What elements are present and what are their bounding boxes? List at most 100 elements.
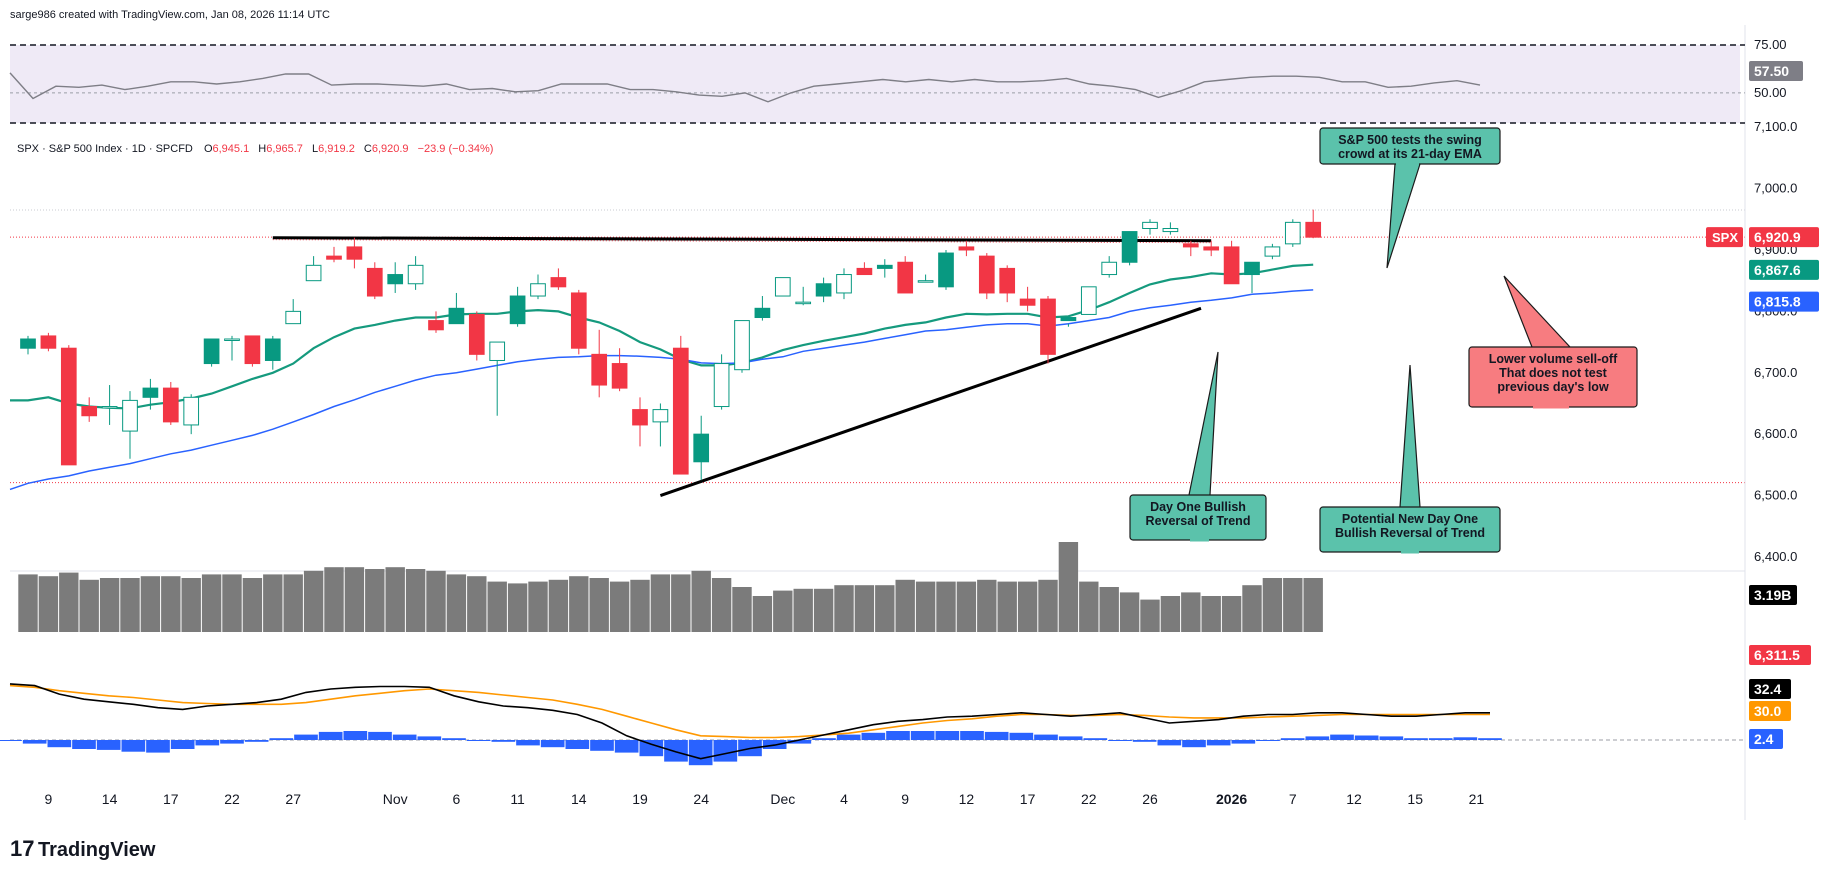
time-tick-label: 9 <box>45 791 53 807</box>
candle-body <box>1019 298 1036 306</box>
candle-body <box>795 301 812 305</box>
volume-bar <box>569 576 589 632</box>
volume-bar <box>1181 592 1201 632</box>
candle-body <box>672 347 689 475</box>
macd-histogram-bar <box>442 738 466 740</box>
time-tick-label: Nov <box>383 791 408 807</box>
macd-histogram-bar <box>565 740 590 749</box>
macd-histogram-bar <box>1280 738 1305 740</box>
price-tag: 6,867.6 <box>1749 259 1819 280</box>
candle-body <box>326 255 342 260</box>
price-tag-value: 30.0 <box>1754 703 1781 719</box>
volume-bar <box>752 596 773 632</box>
candle-body <box>591 353 608 386</box>
volume-bar <box>18 574 38 632</box>
close-prefix: C <box>364 143 372 155</box>
candle-body <box>60 347 77 466</box>
volume-bar <box>487 581 507 632</box>
volume-bar <box>650 574 671 632</box>
volume-bar <box>201 574 222 632</box>
macd-histogram-bar <box>1330 734 1354 740</box>
volume-bar <box>630 579 650 632</box>
candle-body <box>81 406 98 417</box>
volume-bar <box>181 578 201 632</box>
price-tick-label: 6,600.0 <box>1754 426 1797 441</box>
price-tick-label: 7,100.0 <box>1754 119 1797 134</box>
price-tick-label: 6,400.0 <box>1754 549 1797 564</box>
volume-bar <box>895 579 915 632</box>
volume-bar <box>875 585 895 632</box>
candles <box>20 209 1322 481</box>
candle-body <box>836 274 852 294</box>
logo-mark-icon: 17 <box>10 836 34 861</box>
price-tag: 2.4 <box>1749 729 1783 749</box>
time-axis[interactable]: 9 14 17 22 27 Nov 6 11 14 19 24 Dec 4 9 12 17 22 26 2026 7 1… <box>45 791 1485 807</box>
macd-histogram-bar <box>491 740 516 742</box>
volume-bar <box>1119 592 1140 632</box>
candle-body <box>958 246 975 251</box>
volume-bar <box>1058 542 1079 632</box>
candle-body <box>611 363 628 389</box>
volume-bar <box>324 567 344 632</box>
macd-histogram-bar <box>1034 734 1058 740</box>
candle-body <box>693 433 710 463</box>
candle-body <box>1162 228 1179 233</box>
macd-histogram-bar <box>664 740 688 762</box>
volume-bar <box>38 576 59 632</box>
macd-histogram-bar <box>1182 740 1206 748</box>
resistance-trendline <box>272 236 1212 243</box>
volume-bar <box>120 578 140 632</box>
candle-body <box>876 264 893 269</box>
candle-body <box>1101 261 1118 276</box>
candle-body <box>652 409 669 423</box>
price-tag-value: 57.50 <box>1754 63 1789 79</box>
volume-bar <box>854 585 875 632</box>
volume-bar <box>915 581 936 632</box>
callout-spx-tests-pointer <box>1386 163 1421 269</box>
candle-body <box>346 246 363 260</box>
candle-body <box>897 261 914 294</box>
time-tick-label: 12 <box>959 791 975 807</box>
price-tag-value: 6,815.8 <box>1754 294 1801 310</box>
price-tag: 32.4 <box>1749 679 1791 699</box>
candle-body <box>224 338 240 341</box>
volume-bar <box>834 585 854 632</box>
volume-bar <box>59 572 79 632</box>
spx-symbol-tag: SPX <box>1706 227 1743 248</box>
macd-histogram-bar <box>910 731 935 740</box>
volume-bar <box>344 567 365 632</box>
volume-bar <box>242 578 263 632</box>
macd-histogram-bar <box>1379 736 1404 740</box>
callout-lower-volume-pointer <box>1503 275 1571 348</box>
candle-body <box>917 280 934 283</box>
time-tick-label: 17 <box>163 791 179 807</box>
candle-body <box>1284 221 1301 245</box>
time-tick-label: 19 <box>632 791 648 807</box>
close-value: 6,920.9 <box>372 143 409 155</box>
candle-body <box>1203 246 1220 251</box>
volume-bar <box>732 587 752 632</box>
price-tags: SPX 6,920.9 6,867.6 6,815.8 3.19B 6,311.5 57.5… <box>1706 61 1819 749</box>
macd-histogram-bar <box>1404 738 1428 740</box>
price-tag-bg <box>1749 645 1811 665</box>
tradingview-logo[interactable]: 17 TradingView <box>10 836 156 861</box>
callout-lower-volume-text: Lower volume sell-off <box>1489 352 1618 366</box>
high-value: 6,965.7 <box>266 143 303 155</box>
macd-histogram-bar <box>22 740 47 744</box>
price-tag-value: 6,311.5 <box>1754 647 1800 663</box>
rsi-band <box>10 45 1740 123</box>
price-tag-bg <box>1749 701 1791 721</box>
candle-body <box>938 252 954 288</box>
volume-bar <box>1160 596 1181 632</box>
price-tick-label: 6,700.0 <box>1754 365 1797 380</box>
macd-histogram-bar <box>1132 740 1157 742</box>
time-tick-label: 6 <box>453 791 461 807</box>
price-tag-bg <box>1749 61 1803 81</box>
sma50-line <box>9 289 1314 491</box>
macd-histogram-bar <box>1009 732 1034 740</box>
candle-body <box>489 341 506 361</box>
symbol-legend[interactable]: SPX · S&P 500 Index · 1D · SPCFD O6,945.… <box>17 143 493 155</box>
